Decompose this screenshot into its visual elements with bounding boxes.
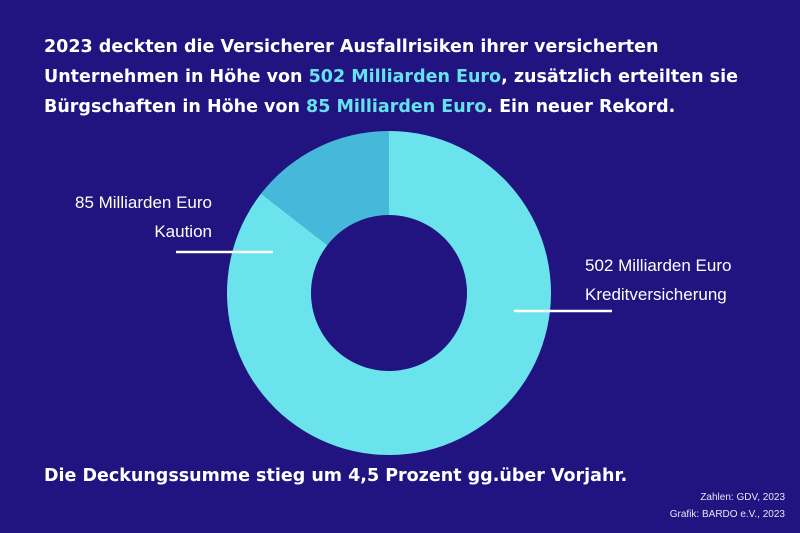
headline-highlight-kaution: 85 Milliarden Euro xyxy=(306,97,487,117)
slice-value-kreditversicherung: 502 Milliarden Euro xyxy=(585,256,732,275)
donut-slice-kreditversicherung xyxy=(227,131,552,455)
slice-label-kaution: 85 Milliarden Euro Kaution xyxy=(20,188,212,246)
headline-text-3: . Ein neuer Rekord. xyxy=(486,97,676,117)
slice-label-kreditversicherung: 502 Milliarden Euro Kreditversicherung xyxy=(585,251,785,309)
headline-highlight-kreditversicherung: 502 Milliarden Euro xyxy=(308,67,502,87)
headline-text-2: , zusätzlich erteilten sie Bürgschaften … xyxy=(44,67,738,117)
credits-graphic: Grafik: BARDO e.V., 2023 xyxy=(669,509,785,520)
credits-source: Zahlen: GDV, 2023 xyxy=(700,492,785,503)
donut-slice-kaution xyxy=(261,131,389,246)
headline: 2023 deckten die Versicherer Ausfallrisi… xyxy=(44,32,764,122)
slice-name-kaution: Kaution xyxy=(154,222,212,241)
donut-slices xyxy=(227,131,552,455)
footline: Die Deckungssumme stieg um 4,5 Prozent g… xyxy=(44,466,628,486)
credits: Zahlen: GDV, 2023 Grafik: BARDO e.V., 20… xyxy=(670,489,785,523)
slice-name-kreditversicherung: Kreditversicherung xyxy=(585,285,727,304)
headline-text-1: 2023 deckten die Versicherer Ausfallrisi… xyxy=(44,37,659,87)
slice-value-kaution: 85 Milliarden Euro xyxy=(74,193,212,212)
